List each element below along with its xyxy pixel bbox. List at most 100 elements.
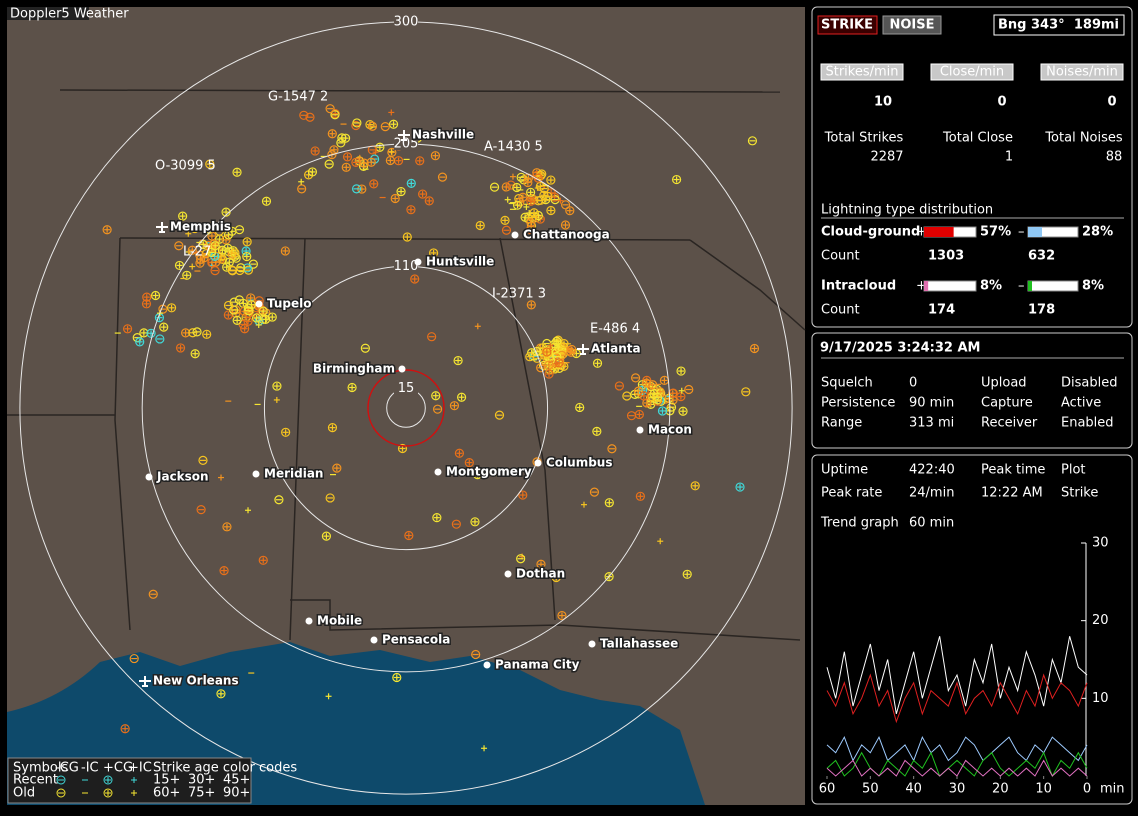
strike (325, 493, 335, 503)
stat: Plot (1061, 463, 1086, 478)
ring-label-bg (394, 382, 418, 395)
station-label: E-486 4 (590, 322, 640, 337)
strike (396, 186, 406, 197)
legend-symbol (56, 775, 66, 785)
legend-age: 15+ (153, 773, 180, 788)
dist-bar (924, 227, 954, 237)
trend-line (826, 759, 1088, 777)
strike (676, 366, 686, 376)
stat: 422:40 (909, 463, 955, 478)
strike (188, 328, 198, 338)
city-dot (370, 636, 378, 644)
strike (202, 329, 212, 339)
strike (219, 565, 229, 576)
strike (148, 589, 158, 599)
strike (604, 572, 614, 582)
strike (246, 293, 256, 303)
legend-age: 60+ (153, 786, 180, 801)
strike (198, 455, 208, 465)
strike (281, 427, 291, 437)
strike (404, 530, 414, 541)
strike (536, 171, 546, 181)
setting: Squelch (821, 376, 873, 391)
strike (671, 174, 682, 185)
dist-percent: 28% (1082, 225, 1113, 240)
stat: Strike (1061, 486, 1098, 501)
city-label: Panama City (495, 658, 580, 672)
strike (560, 220, 571, 230)
strike (305, 112, 315, 122)
station-label: I-2371 3 (492, 287, 546, 302)
strike (155, 334, 165, 344)
strike (429, 248, 439, 258)
strike (324, 159, 334, 169)
strike (456, 392, 467, 402)
strike (649, 389, 659, 399)
mode-button[interactable] (817, 15, 878, 35)
strike (299, 110, 309, 120)
strikes (102, 104, 760, 752)
strike (500, 215, 510, 225)
city-label: Pensacola (382, 633, 450, 647)
strike (471, 649, 481, 660)
strike (501, 182, 511, 192)
strike (337, 133, 347, 143)
strike (150, 290, 161, 301)
strike (526, 187, 536, 197)
strike (246, 300, 257, 310)
strike (454, 448, 465, 458)
x-tick-label: 60 (819, 782, 836, 797)
city-dot (434, 468, 442, 476)
station-label: A-1430 5 (484, 140, 543, 155)
strike (122, 324, 133, 334)
strike (227, 265, 237, 275)
strike (432, 404, 443, 414)
strike (192, 327, 202, 337)
legend-box (7, 757, 252, 804)
strike (327, 150, 337, 160)
strike (592, 426, 602, 436)
strike (135, 337, 145, 347)
strike (209, 239, 219, 249)
strike (222, 522, 232, 532)
strike (280, 246, 290, 256)
city-dot (483, 661, 491, 669)
bearing: Bng 343° (998, 18, 1065, 33)
setting: Capture (981, 396, 1033, 411)
strike (367, 121, 378, 131)
setting: Persistence (821, 396, 895, 411)
dist-type: Cloud-ground (821, 225, 920, 240)
city-dot (145, 473, 153, 481)
strike (475, 220, 485, 231)
window-title-bg (7, 7, 89, 20)
setting: 0 (909, 376, 917, 391)
setting: Upload (981, 376, 1027, 391)
stat: 12:22 AM (981, 486, 1043, 501)
strike (526, 196, 536, 206)
dist-sign: + (916, 225, 927, 240)
airport-icon (398, 130, 410, 141)
city-dot (534, 459, 542, 467)
rate-label-bg (1040, 63, 1124, 81)
strike (139, 328, 149, 338)
dist-bar (1028, 281, 1032, 291)
legend-symbol (103, 775, 113, 785)
stat: Uptime (821, 463, 868, 478)
trend-window: 60 min (909, 516, 954, 531)
strike (557, 610, 567, 621)
ring-label-bg (394, 15, 418, 28)
setting: 90 min (909, 396, 954, 411)
dist-bar-frame (1027, 280, 1079, 292)
count-value: 174 (928, 303, 955, 318)
legend-age: 75+ (188, 786, 215, 801)
count-value: 178 (1028, 303, 1055, 318)
strike (566, 347, 576, 357)
strike (536, 559, 546, 569)
airport-icon (139, 676, 151, 687)
mode-button[interactable] (882, 15, 942, 35)
strike (232, 167, 242, 177)
ring-label-bg (394, 260, 418, 273)
setting: 313 mi (909, 416, 954, 431)
strike (221, 235, 231, 245)
city-label: Tallahassee (600, 637, 678, 651)
